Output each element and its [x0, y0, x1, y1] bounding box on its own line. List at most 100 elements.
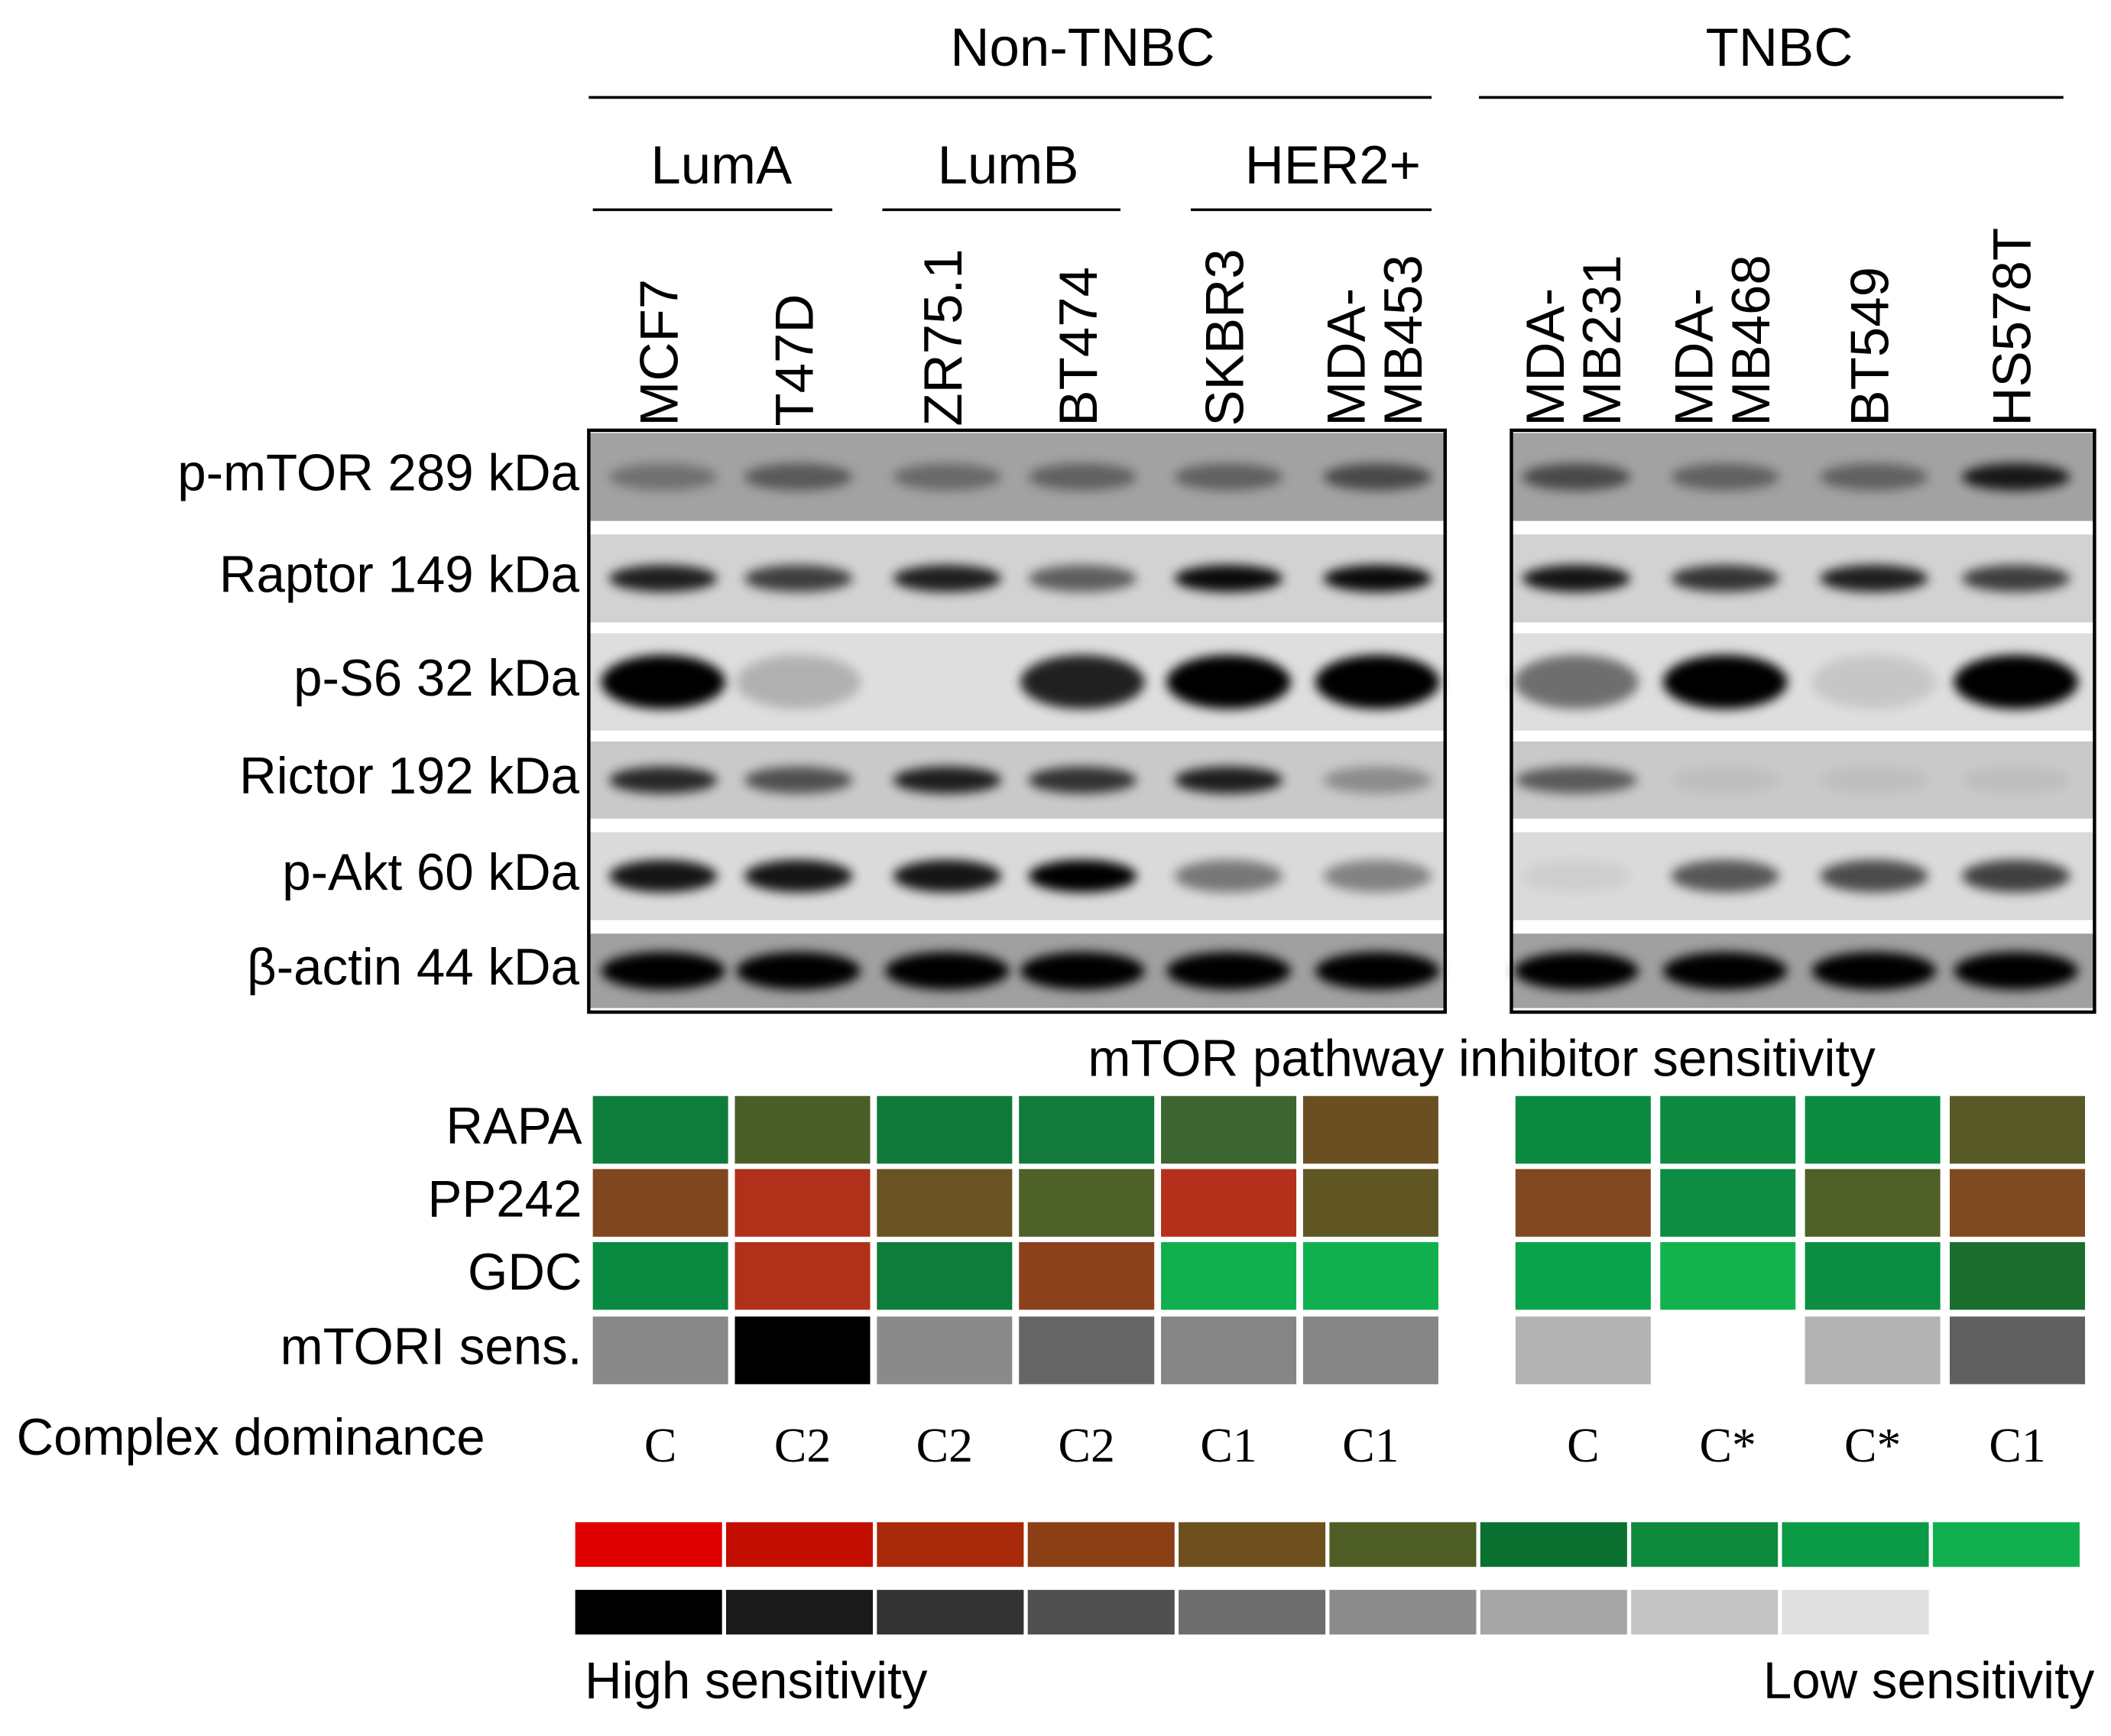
- blot-strip: [589, 433, 1445, 521]
- blot-band: [1522, 463, 1631, 491]
- legend-gray: [1782, 1589, 1929, 1635]
- blot-band: [884, 952, 1010, 990]
- heatmap-title: mTOR pathway inhibitor sensitivity: [1088, 1030, 1876, 1087]
- heatmap-cell: [1515, 1169, 1651, 1237]
- blot-band: [1020, 952, 1145, 990]
- blot-label: Raptor 149 kDa: [219, 546, 580, 603]
- blot-band: [1028, 766, 1137, 794]
- blot-strip: [589, 633, 1445, 731]
- blot-label: p-S6 32 kDa: [293, 650, 579, 707]
- cell-line-label: MB453: [1373, 255, 1434, 426]
- legend-color: [1932, 1522, 2080, 1567]
- blot-band: [1671, 766, 1779, 794]
- legend-gray: [725, 1589, 874, 1635]
- blot-band: [1315, 654, 1440, 709]
- blot-band: [1820, 565, 1928, 592]
- blot-band: [893, 859, 1002, 893]
- blot-band: [601, 952, 726, 990]
- blot-band: [1662, 654, 1788, 709]
- blot-band: [1522, 859, 1631, 893]
- cell-line-label: MDA-: [1317, 288, 1377, 427]
- blot-band: [1514, 654, 1639, 709]
- cell-line-label: HS578T: [1982, 228, 2042, 427]
- blot-band: [1662, 952, 1788, 990]
- heatmap-cell: [1515, 1316, 1651, 1384]
- blot-band: [1514, 952, 1639, 990]
- heatmap-cell: [877, 1241, 1013, 1310]
- heatmap-cell: [1805, 1169, 1941, 1237]
- legend-color: [725, 1522, 874, 1567]
- blot-band: [601, 654, 726, 709]
- heatmap-cell: [877, 1095, 1013, 1164]
- blot-band: [1961, 463, 2070, 491]
- complex-dominance-label: Complex dominance: [17, 1409, 485, 1466]
- legend-color: [877, 1522, 1024, 1567]
- blot-band: [1028, 565, 1137, 592]
- blot-band: [1174, 766, 1283, 794]
- complex-dominance-value: C1: [1989, 1418, 2045, 1472]
- blot-band: [1166, 654, 1291, 709]
- legend-color: [1329, 1522, 1477, 1567]
- blot-band: [1961, 565, 2070, 592]
- blot-band: [736, 952, 861, 990]
- complex-dominance-value: C: [644, 1418, 677, 1472]
- blot-band: [1315, 952, 1440, 990]
- blot-band: [1028, 463, 1137, 491]
- heatmap-cell: [734, 1316, 871, 1384]
- blot-strip: [589, 534, 1445, 623]
- heatmap-cell: [592, 1241, 728, 1310]
- heatmap-cell: [1660, 1241, 1796, 1310]
- blot-band: [893, 463, 1002, 491]
- group-label: Non-TNBC: [950, 18, 1214, 78]
- blot-label: β-actin 44 kDa: [247, 939, 579, 996]
- blot-label: p-Akt 60 kDa: [282, 844, 579, 901]
- heatmap-cell: [1950, 1169, 2086, 1237]
- heatmap-row-label: PP242: [428, 1170, 582, 1228]
- blot-band: [1671, 463, 1779, 491]
- complex-dominance-value: C*: [1700, 1418, 1756, 1472]
- heatmap-cell: [1302, 1316, 1438, 1384]
- blot-band: [1811, 654, 1937, 709]
- subtype-label: LumA: [650, 135, 793, 196]
- legend-gray: [1027, 1589, 1175, 1635]
- complex-dominance-value: C2: [1059, 1418, 1115, 1472]
- heatmap-row-label: mTORI sens.: [280, 1318, 582, 1375]
- blot-band: [1954, 654, 2079, 709]
- cell-line-label: T47D: [764, 294, 825, 426]
- legend-color: [1782, 1522, 1929, 1567]
- blot-strip: [589, 933, 1445, 1008]
- blot-band: [1522, 565, 1631, 592]
- legend-color: [1179, 1522, 1326, 1567]
- heatmap-cell: [734, 1241, 871, 1310]
- legend-left-label: High sensitivity: [585, 1653, 928, 1710]
- complex-dominance-value: C2: [774, 1418, 831, 1472]
- heatmap-cell: [1302, 1169, 1438, 1237]
- blot-band: [1020, 654, 1145, 709]
- heatmap-cell: [734, 1169, 871, 1237]
- cell-line-label: SKBR3: [1195, 248, 1255, 426]
- blot-band: [1174, 859, 1283, 893]
- blot-label: p-mTOR 289 kDa: [177, 445, 579, 502]
- blot-band: [1174, 463, 1283, 491]
- heatmap-cell: [1019, 1316, 1155, 1384]
- heatmap-cell: [1019, 1169, 1155, 1237]
- blot-band: [1323, 766, 1432, 794]
- legend-color: [575, 1522, 722, 1567]
- cell-line-label: MCF7: [629, 279, 689, 427]
- legend-gray: [1329, 1589, 1477, 1635]
- legend-gray: [575, 1589, 722, 1635]
- heatmap-cell: [1950, 1316, 2086, 1384]
- legend-color: [1480, 1522, 1627, 1567]
- blot-band: [1323, 859, 1432, 893]
- heatmap-cell: [1515, 1095, 1651, 1164]
- blot-band: [1820, 463, 1928, 491]
- blot-band: [744, 463, 853, 491]
- heatmap-cell: [1161, 1095, 1297, 1164]
- legend-gray: [1179, 1589, 1326, 1635]
- blot-band: [1166, 952, 1291, 990]
- legend-gray: [1480, 1589, 1627, 1635]
- heatmap-cell: [1515, 1241, 1651, 1310]
- heatmap-cell: [1019, 1095, 1155, 1164]
- complex-dominance-value: C1: [1200, 1418, 1257, 1472]
